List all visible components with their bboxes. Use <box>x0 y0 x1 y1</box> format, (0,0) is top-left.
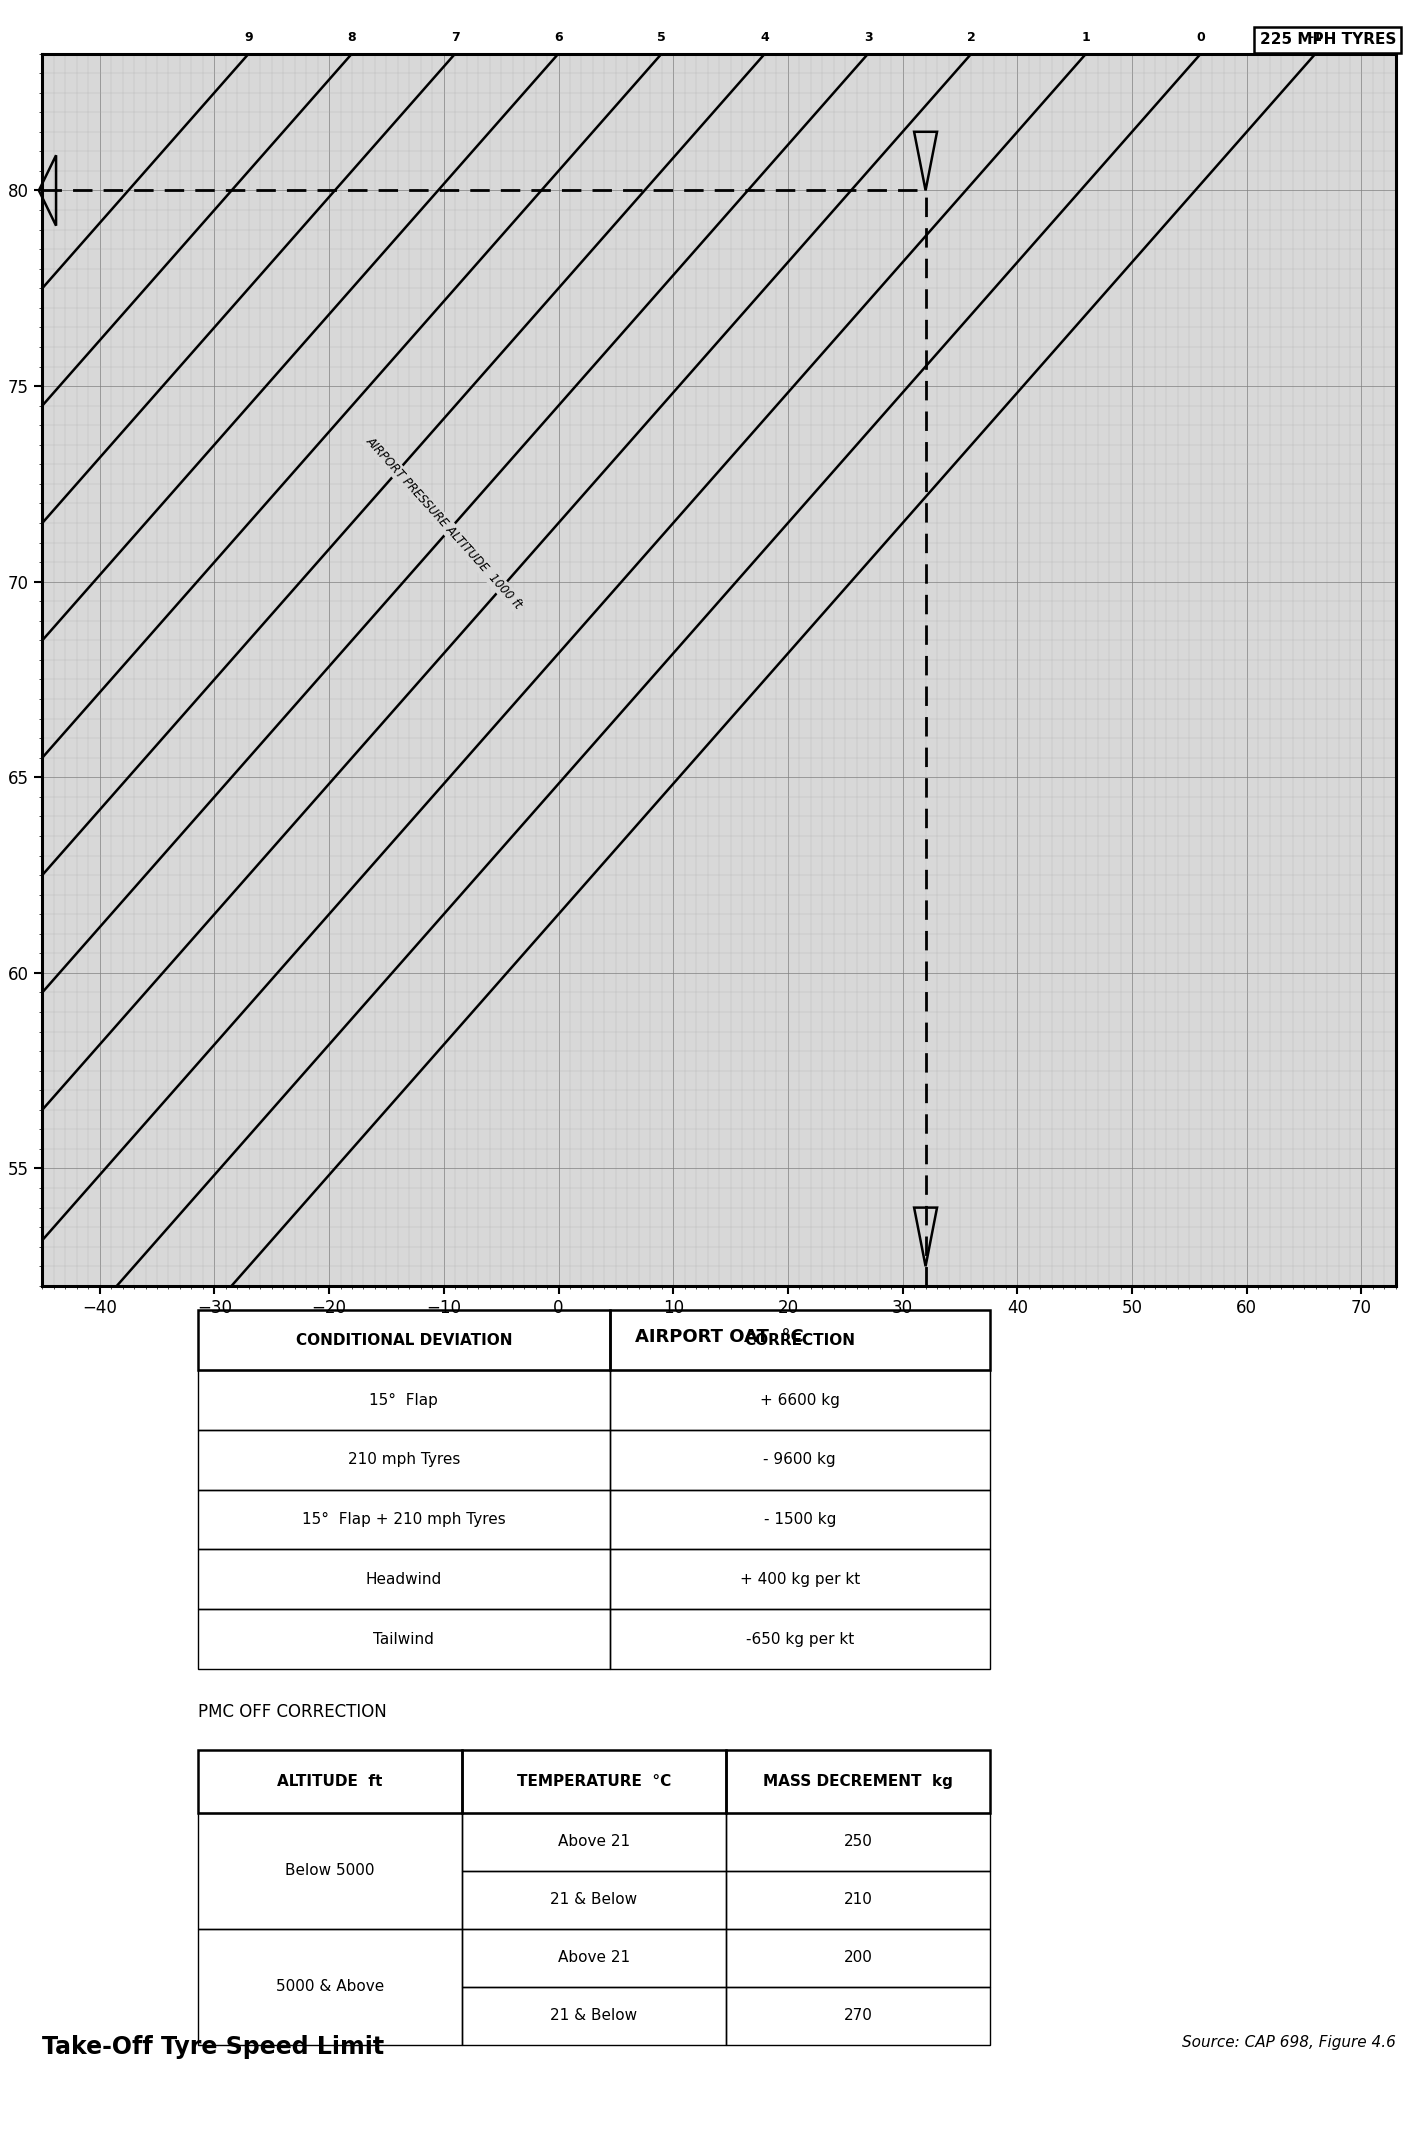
Text: 200: 200 <box>843 1951 873 1966</box>
Bar <box>197 1549 609 1609</box>
Text: Headwind: Headwind <box>365 1572 441 1587</box>
Text: + 400 kg per kt: + 400 kg per kt <box>740 1572 860 1587</box>
Bar <box>197 1311 609 1371</box>
Bar <box>462 1870 726 1930</box>
Bar <box>462 1750 726 1812</box>
Bar <box>726 1812 990 1870</box>
Text: 0: 0 <box>1197 30 1206 43</box>
Bar <box>609 1311 990 1371</box>
Bar <box>197 1812 462 1930</box>
Text: Source: CAP 698, Figure 4.6: Source: CAP 698, Figure 4.6 <box>1182 2035 1396 2050</box>
Text: 2: 2 <box>967 30 976 43</box>
Text: 9: 9 <box>244 30 252 43</box>
Bar <box>462 1988 726 2046</box>
Bar <box>726 1988 990 2046</box>
Text: 210: 210 <box>843 1891 873 1906</box>
Text: Above 21: Above 21 <box>558 1951 630 1966</box>
Bar <box>197 1489 609 1549</box>
Text: 15°  Flap + 210 mph Tyres: 15° Flap + 210 mph Tyres <box>302 1512 506 1527</box>
Bar <box>462 1812 726 1870</box>
Bar <box>197 1930 462 2046</box>
Text: -1: -1 <box>1308 30 1323 43</box>
Bar <box>462 1930 726 1988</box>
Bar <box>609 1609 990 1669</box>
Text: Tailwind: Tailwind <box>374 1632 434 1647</box>
Bar <box>197 1431 609 1489</box>
Text: 21 & Below: 21 & Below <box>550 1891 637 1906</box>
Text: 21 & Below: 21 & Below <box>550 2009 637 2024</box>
Bar <box>609 1371 990 1431</box>
Bar <box>726 1750 990 1812</box>
Bar <box>609 1489 990 1549</box>
Text: -650 kg per kt: -650 kg per kt <box>746 1632 854 1647</box>
Text: 225 MPH TYRES: 225 MPH TYRES <box>1259 32 1396 47</box>
Text: Take-Off Tyre Speed Limit: Take-Off Tyre Speed Limit <box>42 2035 385 2058</box>
Text: 3: 3 <box>864 30 873 43</box>
Text: Above 21: Above 21 <box>558 1834 630 1849</box>
Text: 6: 6 <box>554 30 563 43</box>
Text: 250: 250 <box>843 1834 873 1849</box>
X-axis label: AIRPORT OAT  °C: AIRPORT OAT °C <box>634 1328 804 1345</box>
Bar <box>197 1371 609 1431</box>
Text: Below 5000: Below 5000 <box>285 1864 375 1879</box>
Text: AIRPORT PRESSURE ALTITUDE  1000 ft: AIRPORT PRESSURE ALTITUDE 1000 ft <box>364 435 525 613</box>
Bar <box>197 1609 609 1669</box>
Bar <box>609 1431 990 1489</box>
Text: - 9600 kg: - 9600 kg <box>763 1452 836 1467</box>
Bar <box>726 1930 990 1988</box>
Text: 8: 8 <box>348 30 357 43</box>
Text: 1: 1 <box>1081 30 1090 43</box>
Bar <box>609 1549 990 1609</box>
Text: CORRECTION: CORRECTION <box>744 1332 856 1347</box>
Text: - 1500 kg: - 1500 kg <box>764 1512 836 1527</box>
Text: CONDITIONAL DEVIATION: CONDITIONAL DEVIATION <box>296 1332 512 1347</box>
Text: 5: 5 <box>657 30 666 43</box>
Bar <box>197 1750 462 1812</box>
Bar <box>726 1870 990 1930</box>
Text: 7: 7 <box>451 30 460 43</box>
Text: 4: 4 <box>760 30 770 43</box>
Text: + 6600 kg: + 6600 kg <box>760 1392 840 1407</box>
Text: 270: 270 <box>843 2009 873 2024</box>
Text: 5000 & Above: 5000 & Above <box>276 1979 384 1994</box>
Text: 210 mph Tyres: 210 mph Tyres <box>348 1452 460 1467</box>
Text: TEMPERATURE  °C: TEMPERATURE °C <box>517 1774 671 1789</box>
Text: MASS DECREMENT  kg: MASS DECREMENT kg <box>763 1774 953 1789</box>
Text: 15°  Flap: 15° Flap <box>369 1392 439 1407</box>
Text: PMC OFF CORRECTION: PMC OFF CORRECTION <box>197 1703 386 1720</box>
Text: ALTITUDE  ft: ALTITUDE ft <box>278 1774 382 1789</box>
